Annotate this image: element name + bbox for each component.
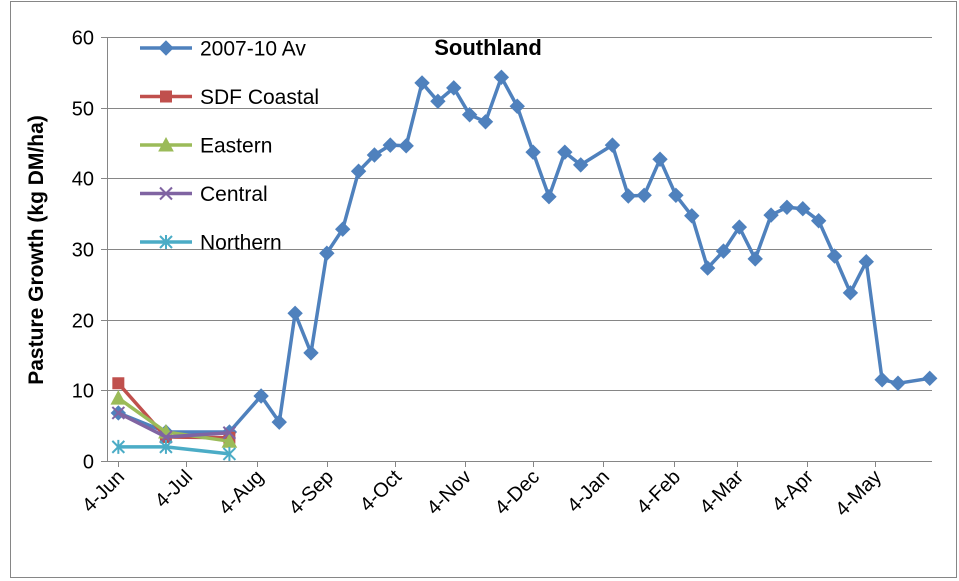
y-tick-label: 10: [72, 381, 94, 403]
data-point-2007-10-av: [604, 137, 621, 153]
legend: 2007-10 Av SDF Coastal Eastern Central North…: [140, 38, 319, 255]
data-point-2007-10-av: [636, 187, 652, 204]
data-point-2007-10-av: [557, 144, 573, 160]
data-point-2007-10-av: [253, 388, 269, 404]
legend-marker-central: [159, 186, 173, 201]
legend-item-northern: Northern: [140, 232, 282, 255]
data-point-2007-10-av: [858, 254, 874, 270]
legend-item-central: Central: [140, 183, 268, 206]
legend-label: SDF Coastal: [200, 86, 319, 109]
data-point-northern: [159, 439, 173, 454]
data-point-2007-10-av: [715, 243, 732, 259]
data-point-2007-10-av: [922, 370, 938, 387]
legend-item-sdf-coastal: SDF Coastal: [140, 86, 319, 109]
data-point-2007-10-av: [525, 144, 541, 160]
data-point-2007-10-av: [430, 93, 446, 110]
data-point-central-stroke: [222, 426, 237, 440]
data-point-2007-10-av: [747, 251, 763, 267]
chart-area-border: [10, 1, 957, 578]
data-point-2007-10-av: [779, 199, 795, 216]
y-tick-label: 50: [72, 99, 94, 121]
data-point-2007-10-av: [541, 188, 557, 205]
data-point-central: [222, 426, 237, 440]
data-point-2007-10-av: [398, 138, 414, 154]
y-tick-label: 40: [72, 169, 94, 191]
legend-marker-sdf-coastal: [160, 90, 172, 103]
data-point-2007-10-av: [763, 207, 779, 223]
data-point-central: [111, 406, 126, 420]
data-point-2007-10-av: [477, 114, 494, 130]
legend-marker-central-stroke: [159, 186, 173, 201]
data-point-2007-10-av: [652, 151, 668, 167]
data-point-2007-10-av: [699, 260, 716, 276]
legend-label: Northern: [200, 232, 282, 255]
data-point-central: [159, 430, 173, 444]
y-tick-label: 0: [83, 452, 94, 474]
legend-item-eastern: Eastern: [140, 135, 272, 158]
y-axis-title: Pasture Growth (kg DM/ha): [25, 115, 48, 385]
data-point-2007-10-av: [731, 219, 748, 235]
data-point-central-stroke: [111, 406, 126, 420]
chart-title: Southland: [434, 35, 542, 60]
data-point-2007-10-av: [842, 285, 859, 301]
data-point-2007-10-av: [335, 221, 351, 237]
data-point-2007-10-av: [350, 163, 367, 179]
legend-label: Central: [200, 183, 268, 206]
data-point-2007-10-av: [382, 137, 399, 153]
y-tick-label: 20: [72, 311, 94, 333]
legend-marker-eastern: [158, 136, 174, 152]
legend-item-2007-10-av: 2007-10 Av: [140, 38, 306, 61]
data-point-central-stroke: [159, 430, 173, 444]
data-point-2007-10-av: [509, 98, 525, 114]
data-point-2007-10-av: [810, 213, 827, 229]
data-point-2007-10-av: [684, 208, 700, 224]
data-point-2007-10-av: [303, 345, 319, 361]
legend-label: Eastern: [200, 135, 272, 158]
legend-label: 2007-10 Av: [200, 38, 306, 61]
data-point-2007-10-av: [271, 414, 287, 430]
data-point-2007-10-av: [493, 69, 510, 85]
data-point-2007-10-av: [890, 375, 906, 391]
data-point-northern: [222, 446, 237, 461]
data-point-northern: [111, 439, 126, 454]
data-point-2007-10-av: [668, 187, 684, 204]
plot-series: [110, 69, 938, 461]
data-point-2007-10-av: [461, 107, 478, 123]
legend-marker-2007-10-av: [158, 40, 174, 56]
data-point-2007-10-av: [572, 157, 589, 173]
data-point-2007-10-av: [874, 372, 890, 388]
legend-marker-northern: [159, 235, 173, 249]
data-point-sdf-coastal: [112, 377, 125, 390]
data-point-2007-10-av: [795, 201, 811, 217]
data-point-2007-10-av: [620, 188, 636, 204]
data-point-2007-10-av: [366, 147, 383, 163]
data-point-2007-10-av: [319, 245, 335, 261]
data-point-2007-10-av: [446, 80, 462, 96]
data-point-2007-10-av: [826, 248, 843, 264]
data-point-2007-10-av: [414, 75, 430, 91]
y-tick-label: 30: [72, 240, 94, 262]
data-point-eastern: [110, 390, 127, 405]
data-point-2007-10-av: [287, 305, 303, 322]
y-tick-label: 60: [72, 28, 94, 50]
